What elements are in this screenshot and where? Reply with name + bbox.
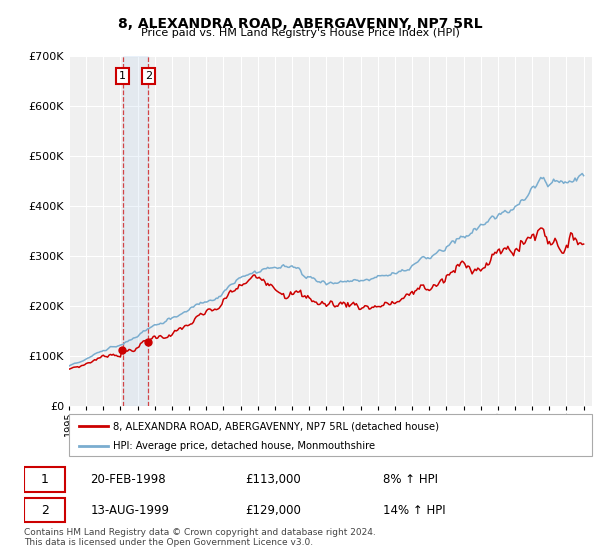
- Text: 14% ↑ HPI: 14% ↑ HPI: [383, 504, 445, 517]
- Text: 1: 1: [119, 71, 126, 81]
- Text: £129,000: £129,000: [245, 504, 301, 517]
- Text: 20-FEB-1998: 20-FEB-1998: [90, 473, 166, 486]
- Text: 2: 2: [41, 504, 49, 517]
- Text: 8, ALEXANDRA ROAD, ABERGAVENNY, NP7 5RL (detached house): 8, ALEXANDRA ROAD, ABERGAVENNY, NP7 5RL …: [113, 421, 439, 431]
- FancyBboxPatch shape: [69, 414, 592, 456]
- Text: 13-AUG-1999: 13-AUG-1999: [90, 504, 169, 517]
- FancyBboxPatch shape: [24, 498, 65, 522]
- Text: Price paid vs. HM Land Registry's House Price Index (HPI): Price paid vs. HM Land Registry's House …: [140, 28, 460, 38]
- Text: 2: 2: [145, 71, 152, 81]
- Text: 8% ↑ HPI: 8% ↑ HPI: [383, 473, 438, 486]
- Text: Contains HM Land Registry data © Crown copyright and database right 2024.
This d: Contains HM Land Registry data © Crown c…: [24, 528, 376, 547]
- Text: HPI: Average price, detached house, Monmouthshire: HPI: Average price, detached house, Monm…: [113, 441, 376, 451]
- FancyBboxPatch shape: [24, 468, 65, 492]
- Text: 1: 1: [41, 473, 49, 486]
- Text: 8, ALEXANDRA ROAD, ABERGAVENNY, NP7 5RL: 8, ALEXANDRA ROAD, ABERGAVENNY, NP7 5RL: [118, 17, 482, 31]
- Bar: [122, 56, 148, 406]
- Text: £113,000: £113,000: [245, 473, 301, 486]
